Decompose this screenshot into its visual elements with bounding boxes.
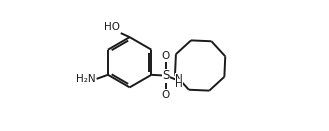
Text: N: N xyxy=(175,73,183,84)
Text: HO: HO xyxy=(104,22,120,32)
Text: S: S xyxy=(162,69,170,82)
Text: O: O xyxy=(162,51,170,61)
Text: O: O xyxy=(162,90,170,100)
Text: H₂N: H₂N xyxy=(76,74,96,84)
Text: H: H xyxy=(175,79,183,89)
